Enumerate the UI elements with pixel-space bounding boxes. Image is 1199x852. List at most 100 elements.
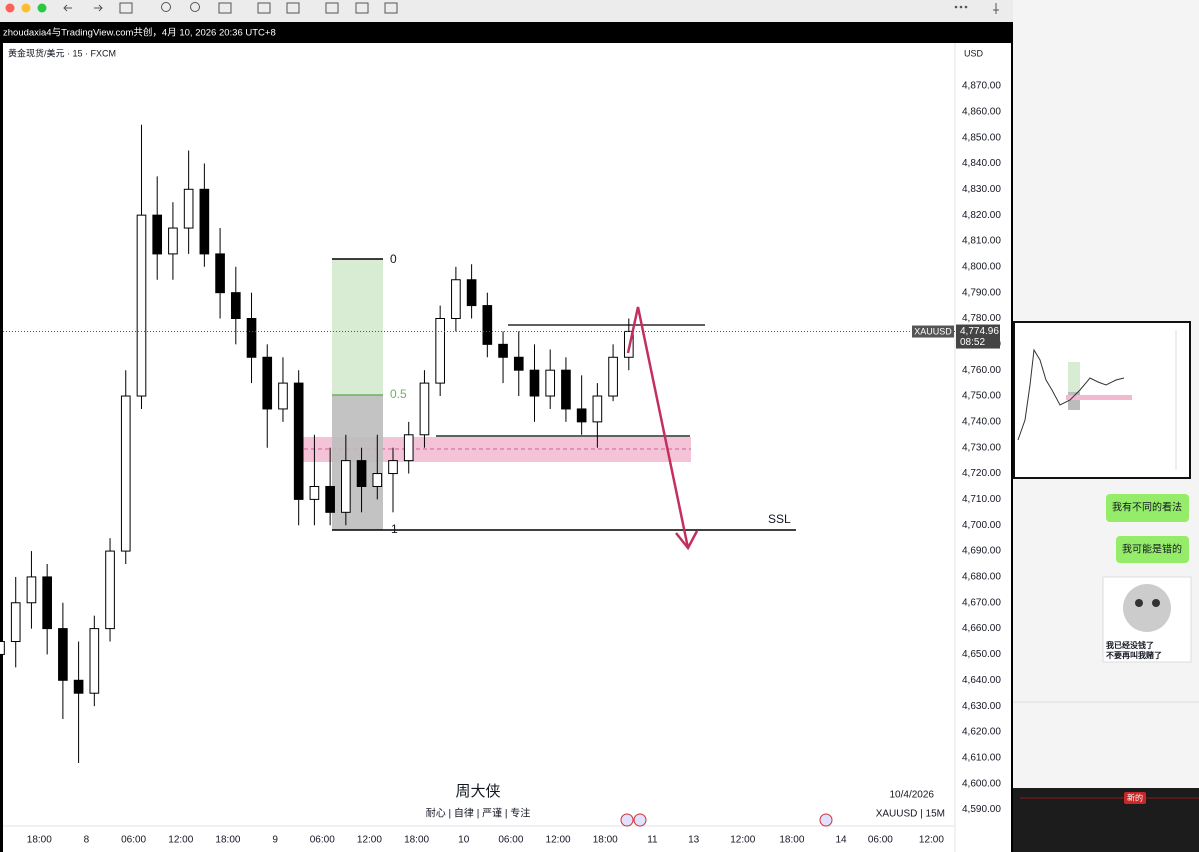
candle-body bbox=[451, 279, 461, 320]
toolbar-button[interactable] bbox=[286, 2, 300, 14]
candle-body bbox=[246, 318, 257, 358]
candle-body bbox=[168, 227, 178, 255]
x-tick-label: 14 bbox=[835, 835, 847, 846]
candle-body bbox=[10, 602, 21, 643]
meme-text: 我已经没钱了 bbox=[1106, 640, 1154, 650]
toolbar-button[interactable] bbox=[355, 2, 369, 14]
x-tick-label: 18:00 bbox=[404, 835, 429, 846]
candle-body bbox=[372, 473, 383, 487]
window-title: zhoudaxia4与TradingView.com共创，4月 10, 2026… bbox=[3, 27, 276, 39]
x-tick-label: 12:00 bbox=[546, 835, 571, 846]
candle-body bbox=[341, 460, 351, 513]
candle-body bbox=[58, 628, 68, 681]
y-tick-label: 4,700.00 bbox=[962, 520, 1001, 531]
y-tick-label: 4,740.00 bbox=[962, 417, 1001, 428]
y-tick-label: 4,670.00 bbox=[962, 597, 1001, 608]
x-tick-label: 18:00 bbox=[215, 835, 240, 846]
price-tag bbox=[956, 324, 1000, 349]
watermark-name: 周大侠 bbox=[455, 783, 500, 800]
x-tick-label: 9 bbox=[272, 835, 278, 846]
fib-label: 0.5 bbox=[390, 387, 407, 401]
y-tick-label: 4,650.00 bbox=[962, 649, 1001, 660]
x-tick-label: 06:00 bbox=[310, 835, 335, 846]
y-tick-label: 4,790.00 bbox=[962, 287, 1001, 298]
x-tick-label: 8 bbox=[84, 835, 90, 846]
zoom-out-button[interactable] bbox=[161, 2, 171, 12]
candles bbox=[0, 124, 634, 763]
event-flag[interactable] bbox=[633, 813, 647, 827]
candle-body bbox=[325, 485, 335, 513]
fib-label: 1 bbox=[391, 522, 398, 536]
meme-text: 不要再叫我赌了 bbox=[1106, 650, 1162, 660]
x-tick-label: 13 bbox=[688, 835, 700, 846]
watermark-motto: 耐心 | 自律 | 严谨 | 专注 bbox=[426, 807, 530, 820]
candle-body bbox=[592, 395, 603, 423]
x-tick-label: 06:00 bbox=[868, 835, 893, 846]
zoom-button[interactable] bbox=[37, 3, 47, 13]
candle-body bbox=[466, 279, 477, 307]
y-tick-label: 4,830.00 bbox=[962, 184, 1001, 195]
event-flag[interactable] bbox=[819, 813, 833, 827]
more-button[interactable] bbox=[954, 5, 958, 9]
watermark-date: 10/4/2026 bbox=[890, 790, 935, 801]
candle-body bbox=[26, 576, 37, 604]
thumb-box bbox=[1068, 362, 1080, 392]
minimize-button[interactable] bbox=[21, 3, 31, 13]
forward-button[interactable] bbox=[94, 4, 103, 12]
x-tick-label: 18:00 bbox=[593, 835, 618, 846]
x-tick-label: 12:00 bbox=[730, 835, 755, 846]
candle-body bbox=[105, 550, 115, 630]
y-tick-label: 4,680.00 bbox=[962, 572, 1001, 583]
x-tick-label: 12:00 bbox=[168, 835, 193, 846]
candle-body bbox=[435, 318, 445, 384]
symbol-tag bbox=[912, 325, 954, 338]
meme-eye bbox=[1152, 599, 1160, 607]
chat-bubble bbox=[1116, 536, 1189, 563]
candle-body bbox=[419, 382, 430, 436]
toolbar-button[interactable] bbox=[218, 2, 232, 14]
thumb-box bbox=[1068, 392, 1080, 410]
watermark-symbol: XAUUSD | 15M bbox=[876, 809, 945, 820]
more-button[interactable] bbox=[964, 5, 968, 9]
pin-button[interactable] bbox=[993, 3, 999, 14]
candle-body bbox=[0, 641, 5, 655]
candle-body bbox=[576, 408, 587, 423]
y-tick-label: 4,800.00 bbox=[962, 261, 1001, 272]
y-tick-label: 4,620.00 bbox=[962, 727, 1001, 738]
y-tick-label: 4,630.00 bbox=[962, 701, 1001, 712]
candle-body bbox=[136, 214, 147, 397]
y-tick-label: 4,750.00 bbox=[962, 391, 1001, 402]
thumb-price bbox=[1017, 348, 1125, 441]
y-tick-label: 4,610.00 bbox=[962, 752, 1001, 763]
x-tick-label: 18:00 bbox=[27, 835, 52, 846]
badge-text: 新的 bbox=[1127, 793, 1143, 803]
candle-body bbox=[215, 253, 225, 294]
candle-body bbox=[230, 292, 241, 320]
y-tick-label: 4,600.00 bbox=[962, 778, 1001, 789]
chat-text: 我可能是错的 bbox=[1122, 543, 1182, 556]
event-flag[interactable] bbox=[620, 813, 634, 827]
candle-body bbox=[498, 343, 508, 358]
fib-upper bbox=[332, 259, 383, 395]
more-button[interactable] bbox=[959, 5, 963, 9]
candle-body bbox=[608, 356, 618, 397]
y-tick-label: 4,710.00 bbox=[962, 494, 1001, 505]
toolbar-button[interactable] bbox=[384, 2, 398, 14]
y-tick-label: 4,640.00 bbox=[962, 675, 1001, 686]
toolbar-button[interactable] bbox=[257, 2, 271, 14]
toolbar-button[interactable] bbox=[325, 2, 339, 14]
back-button[interactable] bbox=[63, 4, 72, 12]
y-tick-label: 4,810.00 bbox=[962, 236, 1001, 247]
y-tick-label: 4,590.00 bbox=[962, 804, 1001, 815]
close-button[interactable] bbox=[5, 3, 15, 13]
candle-body bbox=[545, 369, 556, 397]
candle-body bbox=[513, 356, 524, 371]
candle-body bbox=[152, 214, 163, 255]
y-tick-label: 4,720.00 bbox=[962, 468, 1001, 479]
grid-button[interactable] bbox=[119, 2, 133, 14]
candle-body bbox=[403, 434, 414, 462]
zoom-in-button[interactable] bbox=[190, 2, 200, 12]
x-tick-label: 18:00 bbox=[779, 835, 804, 846]
candle-body bbox=[73, 679, 84, 694]
y-tick-label: 4,820.00 bbox=[962, 210, 1001, 221]
